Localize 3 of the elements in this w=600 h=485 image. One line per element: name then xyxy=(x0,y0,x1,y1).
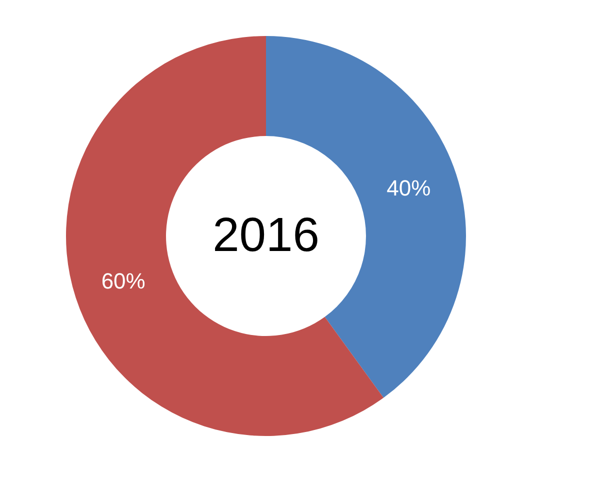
data-label: 40% xyxy=(386,176,431,201)
data-label: 60% xyxy=(101,268,146,294)
text: 2016 xyxy=(212,209,320,262)
